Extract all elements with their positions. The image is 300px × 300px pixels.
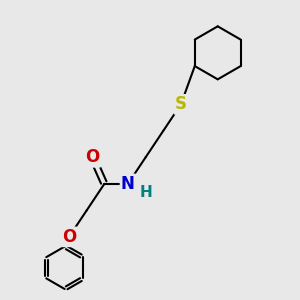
Text: N: N — [121, 175, 135, 193]
Text: O: O — [62, 228, 76, 246]
Text: H: H — [139, 185, 152, 200]
Text: O: O — [85, 148, 100, 166]
Text: S: S — [175, 95, 187, 113]
